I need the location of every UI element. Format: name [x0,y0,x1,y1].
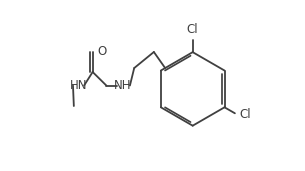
Text: Cl: Cl [239,108,251,121]
Text: HN: HN [70,79,87,92]
Text: O: O [97,45,106,58]
Text: NH: NH [114,79,132,92]
Text: Cl: Cl [187,23,199,36]
